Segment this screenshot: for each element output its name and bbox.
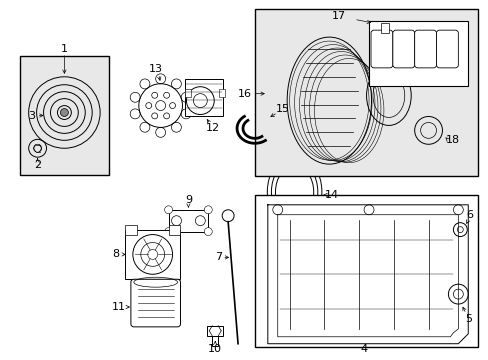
Circle shape — [61, 109, 68, 117]
FancyBboxPatch shape — [131, 279, 180, 327]
Text: 8: 8 — [112, 249, 120, 260]
Bar — [124, 230, 180, 279]
Bar — [368, 21, 468, 86]
Text: 13: 13 — [148, 64, 163, 74]
Bar — [185, 79, 223, 117]
Bar — [380, 23, 388, 33]
Text: 6: 6 — [466, 210, 473, 220]
Text: 4: 4 — [360, 344, 367, 354]
Text: 17: 17 — [331, 11, 346, 21]
Text: 14: 14 — [325, 190, 339, 200]
Circle shape — [204, 206, 212, 214]
Circle shape — [164, 206, 172, 214]
Bar — [124, 225, 137, 235]
Text: 2: 2 — [34, 160, 41, 170]
Bar — [168, 210, 208, 231]
Text: 12: 12 — [206, 123, 220, 134]
Text: 11: 11 — [112, 302, 126, 312]
Bar — [185, 89, 191, 96]
Text: 5: 5 — [464, 314, 471, 324]
FancyBboxPatch shape — [414, 30, 436, 68]
Text: 10: 10 — [208, 344, 222, 354]
Text: 1: 1 — [61, 44, 68, 54]
Text: 3: 3 — [28, 111, 35, 121]
Text: 9: 9 — [184, 195, 192, 205]
FancyBboxPatch shape — [436, 30, 457, 68]
Text: 15: 15 — [275, 104, 289, 113]
Bar — [212, 336, 218, 346]
Text: 18: 18 — [446, 135, 460, 145]
Bar — [207, 326, 223, 336]
Bar — [168, 225, 180, 235]
Bar — [254, 9, 477, 176]
Circle shape — [204, 228, 212, 235]
Bar — [254, 195, 477, 347]
Text: 7: 7 — [214, 252, 222, 262]
FancyBboxPatch shape — [392, 30, 414, 68]
Circle shape — [164, 228, 172, 235]
Bar — [219, 89, 224, 96]
Bar — [20, 56, 109, 175]
Text: 16: 16 — [238, 89, 251, 99]
FancyBboxPatch shape — [370, 30, 392, 68]
